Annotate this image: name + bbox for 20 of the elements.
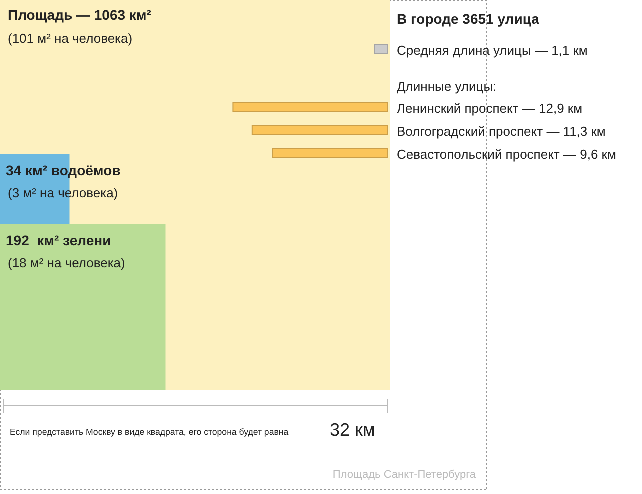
category-label: Севастопольский проспект [397,147,560,162]
text: Площадь Санкт-Петербурга [332,469,477,481]
data-label: — 1,1 км [534,43,588,58]
category-label: Средняя длина улицы [397,43,532,58]
category-label: зелени [63,232,112,248]
text: (101 м² на человека) [8,31,133,46]
data-label: — 11,3 км [546,124,606,139]
text: 32 км [330,420,376,440]
category-label: Площадь [8,7,73,23]
category-label: Ленинский проспект [397,101,519,116]
text: Если представить Москву в виде квадрата, его сторона будет равна [10,427,289,437]
text: Длинные улицы: [397,79,497,94]
data-label: — 12,9 км [522,101,583,116]
text: В городе 3651 улица [397,11,540,27]
data-label: 192 км² [6,232,60,248]
data-label: — 1063 км² [76,7,152,23]
data-label: 34 км² [6,162,48,179]
category-label: Волгоградский проспект [397,124,544,139]
text: (18 м² на человека) [8,255,126,270]
data-label: — 9,6 км [564,147,616,162]
